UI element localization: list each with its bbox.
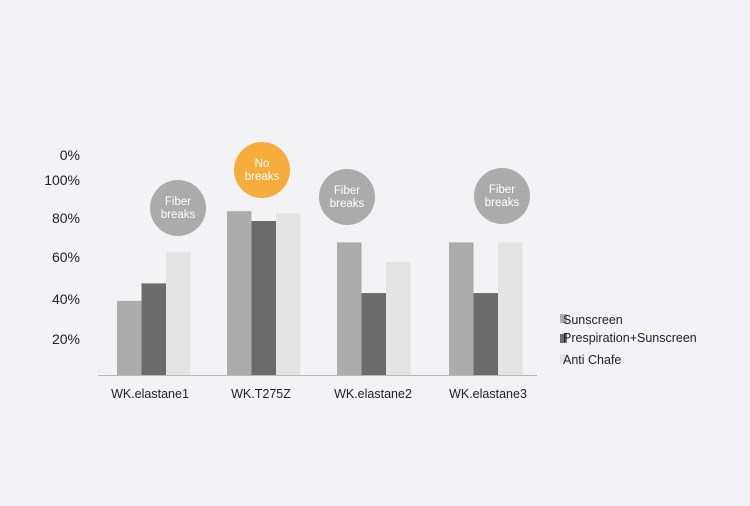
annotation-text: Fiber xyxy=(489,184,515,196)
legend-label-prespiration-sunscreen: Prespiration+Sunscreen xyxy=(563,331,697,345)
annotation-text: Fiber xyxy=(334,185,360,197)
annotation-bubble-circle xyxy=(150,180,206,236)
bar-prespiration-sunscreen-wk-elastane1 xyxy=(141,283,166,375)
x-category-label: WK.elastane1 xyxy=(111,387,189,401)
bar-sunscreen-wk-elastane3 xyxy=(449,242,474,375)
annotation-text: Fiber xyxy=(165,196,191,208)
bar-anti-chafe-wk-elastane3 xyxy=(498,242,523,375)
x-category-label: WK.T275Z xyxy=(231,387,291,401)
annotation-bubbles: FiberbreaksNobreaksFiberbreaksFiberbreak… xyxy=(150,142,530,236)
legend-label-sunscreen: Sunscreen xyxy=(563,313,623,327)
bar-sunscreen-wk-elastane1 xyxy=(117,300,142,375)
legend-label-anti-chafe: Anti Chafe xyxy=(563,353,621,367)
annotation-text: breaks xyxy=(330,198,365,210)
bars xyxy=(117,211,523,375)
y-tick-label: 20% xyxy=(52,331,80,347)
legend: Sunscreen Prespiration+Sunscreen Anti Ch… xyxy=(560,313,697,367)
bar-anti-chafe-wk-elastane2 xyxy=(386,261,411,375)
legend-swatch-prespiration-sunscreen xyxy=(560,334,567,343)
legend-swatch-anti-chafe xyxy=(560,354,567,363)
annotation-text: breaks xyxy=(161,209,196,221)
bar-sunscreen-wk-elastane2 xyxy=(337,242,362,375)
x-category-label: WK.elastane2 xyxy=(334,387,412,401)
bar-prespiration-sunscreen-wk-t275z xyxy=(251,221,276,375)
x-axis-categories: WK.elastane1 WK.T275Z WK.elastane2 WK.el… xyxy=(111,387,527,401)
bar-prespiration-sunscreen-wk-elastane2 xyxy=(361,293,386,375)
annotation-text: No xyxy=(255,158,270,170)
bar-anti-chafe-wk-t275z xyxy=(276,213,301,375)
x-category-label: WK.elastane3 xyxy=(449,387,527,401)
y-tick-label: 0% xyxy=(60,147,80,163)
y-axis-ticks: 0% 100% 80% 60% 40% 20% xyxy=(44,147,80,347)
bar-anti-chafe-wk-elastane1 xyxy=(166,252,191,375)
annotation-bubble-circle xyxy=(474,168,530,224)
annotation-text: breaks xyxy=(485,197,520,209)
legend-swatch-sunscreen xyxy=(560,314,567,323)
annotation-bubble-circle xyxy=(319,169,375,225)
annotation-text: breaks xyxy=(245,171,280,183)
y-tick-label: 100% xyxy=(44,172,80,188)
y-tick-label: 40% xyxy=(52,291,80,307)
annotation-bubble-circle xyxy=(234,142,290,198)
bar-sunscreen-wk-t275z xyxy=(227,211,252,375)
y-tick-label: 80% xyxy=(52,210,80,226)
y-tick-label: 60% xyxy=(52,249,80,265)
bar-prespiration-sunscreen-wk-elastane3 xyxy=(473,293,498,375)
